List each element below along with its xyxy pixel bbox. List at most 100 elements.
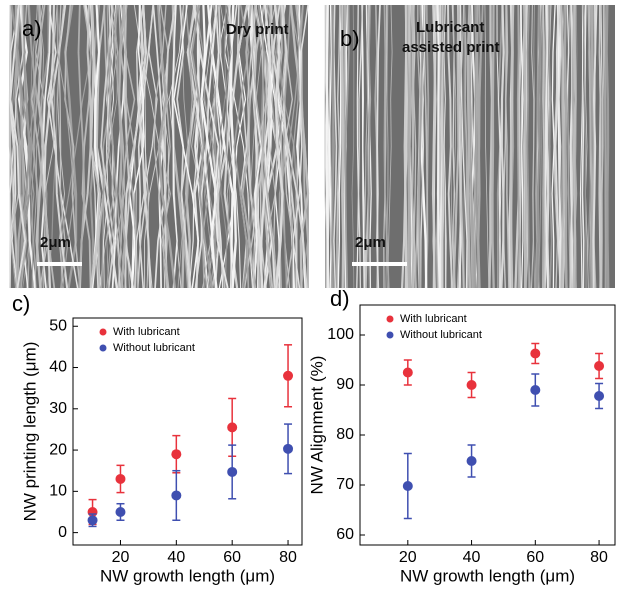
- nanowire: [192, 4, 210, 289]
- nanowire: [598, 4, 602, 289]
- nanowire: [260, 4, 271, 289]
- nanowire: [190, 4, 214, 289]
- nanowire: [9, 4, 27, 289]
- nanowire: [271, 4, 308, 289]
- y-axis-title: NW printing length (μm): [20, 342, 39, 522]
- y-axis-title: NW Alignment (%): [307, 356, 326, 495]
- nanowire: [418, 4, 423, 289]
- nanowire: [431, 4, 437, 289]
- nanowire: [504, 4, 510, 289]
- y-tick-label: 20: [49, 441, 67, 458]
- nanowire: [500, 4, 505, 289]
- nanowire: [31, 4, 39, 289]
- nanowire: [459, 4, 468, 289]
- y-tick-label: 80: [336, 426, 354, 443]
- nanowire: [171, 4, 178, 289]
- nanowire: [554, 4, 562, 289]
- nanowire: [604, 4, 608, 289]
- nanowire: [201, 4, 222, 289]
- nanowire: [99, 4, 118, 289]
- nanowire: [530, 4, 535, 289]
- y-tick-label: 50: [49, 317, 67, 334]
- data-point: [115, 473, 126, 484]
- x-tick-label: 60: [223, 549, 241, 566]
- nanowire: [514, 4, 523, 289]
- nanowire: [188, 4, 200, 289]
- data-point: [283, 443, 294, 454]
- y-tick-label: 70: [336, 476, 354, 493]
- nanowire: [200, 4, 218, 289]
- nanowire: [488, 4, 494, 289]
- nanowire: [484, 4, 490, 289]
- x-tick-label: 80: [279, 549, 297, 566]
- panel-label: d): [330, 286, 350, 311]
- scale-bar: [37, 262, 82, 266]
- nanowire: [35, 4, 45, 289]
- y-tick-label: 10: [49, 483, 67, 500]
- nanowire: [203, 4, 219, 289]
- data-point: [594, 361, 605, 371]
- nanowire: [526, 4, 530, 289]
- y-tick-label: 90: [336, 376, 354, 393]
- panel-label: b): [340, 26, 360, 51]
- nanowire: [535, 4, 542, 289]
- legend-marker: [99, 328, 107, 336]
- nanowire: [117, 4, 127, 289]
- nanowire: [356, 4, 360, 289]
- nanowire: [383, 5, 388, 289]
- nanowire: [387, 4, 393, 289]
- plot-frame: [359, 304, 616, 546]
- nanowire: [592, 4, 597, 289]
- nanowire: [367, 4, 372, 289]
- data-point: [227, 466, 238, 477]
- nanowire: [183, 4, 193, 289]
- nanowire: [440, 4, 445, 288]
- data-point: [171, 449, 182, 460]
- data-point: [594, 391, 605, 401]
- nanowire: [452, 4, 460, 289]
- nanowire: [33, 4, 45, 289]
- nanowire: [89, 4, 101, 289]
- nanowire: [106, 4, 117, 289]
- nanowire: [509, 4, 515, 289]
- nanowire: [579, 4, 584, 289]
- x-tick-label: 60: [526, 549, 544, 566]
- nanowire: [289, 4, 310, 289]
- legend-marker: [99, 344, 107, 352]
- legend-marker: [386, 331, 394, 339]
- nanowire: [273, 4, 284, 289]
- nanowire: [357, 4, 364, 289]
- nanowire: [17, 4, 37, 289]
- scale-bar-label: 2μm: [355, 234, 386, 251]
- nanowire: [223, 4, 231, 289]
- nanowire: [364, 4, 372, 289]
- nanowire: [351, 4, 355, 289]
- nanowire: [572, 4, 577, 289]
- nanowire: [152, 4, 166, 289]
- nanowire: [447, 4, 454, 289]
- nanowire: [476, 4, 481, 289]
- x-tick-label: 20: [112, 549, 130, 566]
- nanowire: [523, 4, 528, 288]
- nanowire: [241, 4, 257, 289]
- nanowire: [587, 4, 596, 289]
- nanowire: [340, 4, 345, 289]
- nanowire: [363, 4, 369, 289]
- data-point: [402, 481, 413, 491]
- x-tick-label: 40: [167, 549, 185, 566]
- y-tick-label: 30: [49, 400, 67, 417]
- nanowire: [406, 4, 412, 289]
- nanowire: [463, 4, 466, 289]
- nanowire: [582, 4, 587, 289]
- nanowire: [14, 4, 25, 289]
- nanowire: [516, 4, 521, 289]
- y-tick-label: 100: [327, 326, 354, 343]
- nanowire: [331, 4, 335, 289]
- nanowire: [466, 4, 472, 289]
- legend-label: Without lubricant: [113, 342, 195, 354]
- image-caption: Lubricant assisted print: [402, 19, 500, 56]
- image-caption: Dry print: [226, 21, 289, 38]
- nanowire: [57, 4, 65, 289]
- nanowire: [443, 4, 447, 289]
- nanowire: [324, 4, 328, 289]
